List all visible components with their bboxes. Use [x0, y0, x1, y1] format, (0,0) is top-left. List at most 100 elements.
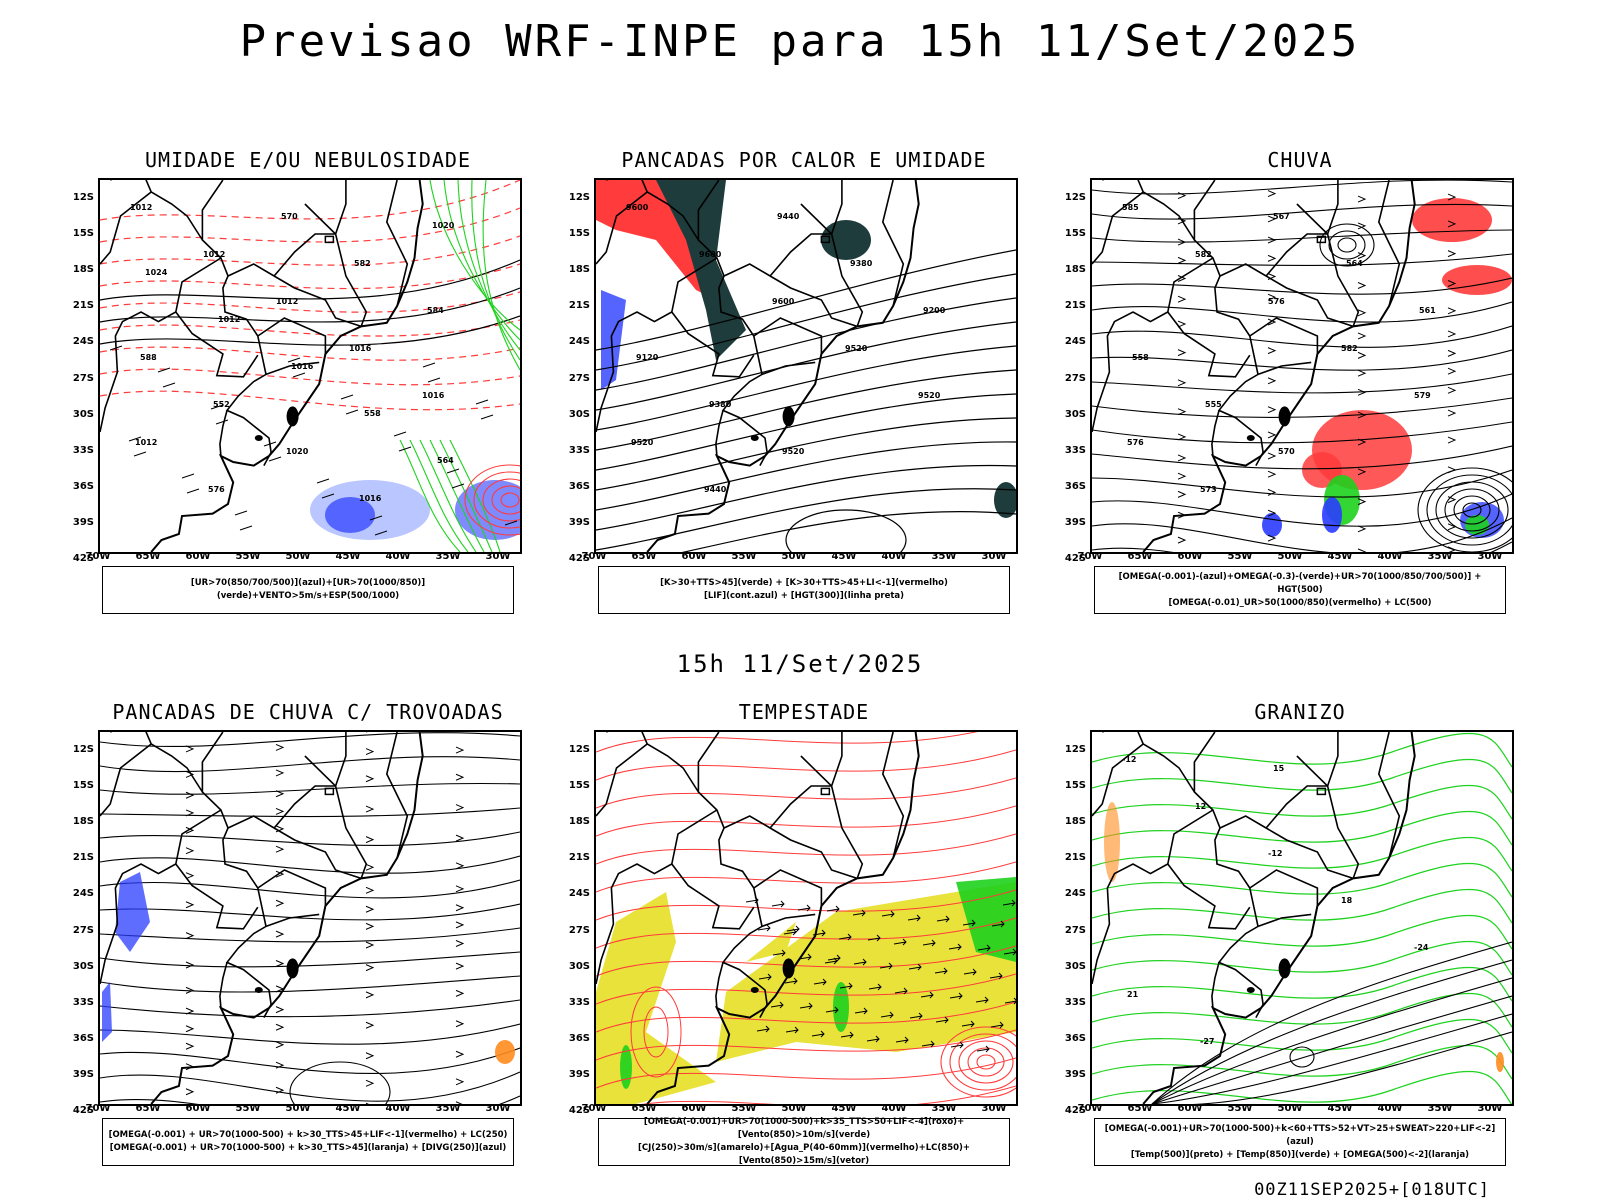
lat-tick-label: 42S [1064, 1105, 1086, 1117]
lon-tick-label: 55W [731, 1103, 757, 1114]
lat-tick-label: 18S [72, 264, 94, 276]
lat-tick-label: 30S [72, 408, 94, 420]
contour-label: 576 [1127, 438, 1144, 447]
lon-tick-label: 35W [1427, 551, 1453, 562]
lon-tick-label: 30W [485, 1103, 511, 1114]
legend-box: [OMEGA(-0.001)-(azul)+OMEGA(-0.3)-(verde… [1094, 566, 1506, 614]
lon-tick-label: 30W [1477, 1103, 1503, 1114]
lon-tick-label: 35W [435, 551, 461, 562]
legend-line: [OMEGA(-0.001) + UR>70(1000-500) + k>30_… [109, 1143, 507, 1153]
lat-tick-label: 39S [72, 517, 94, 529]
lat-tick-label: 36S [568, 1032, 590, 1044]
lat-tick-label: 42S [568, 553, 590, 565]
lat-tick-label: 24S [72, 336, 94, 348]
contour-label: 1016 [422, 391, 445, 400]
lat-tick-label: 30S [568, 960, 590, 972]
lat-tick-label: 24S [568, 336, 590, 348]
contour-label: -27 [1200, 1037, 1214, 1046]
contour-label: 564 [437, 456, 454, 465]
panel-title: PANCADAS DE CHUVA C/ TROVOADAS [112, 700, 504, 724]
panel-title: PANCADAS POR CALOR E UMIDADE [621, 148, 987, 172]
contour-label: 561 [1419, 306, 1436, 315]
lon-tick-label: 65W [1127, 551, 1153, 562]
lon-tick-label: 40W [1377, 551, 1403, 562]
lon-tick-label: 65W [631, 1103, 657, 1114]
lat-tick-label: 15S [72, 780, 94, 792]
mid-title: 15h 11/Set/2025 [676, 650, 924, 678]
contour-label: -24 [1414, 943, 1429, 952]
lat-tick-label: 30S [1064, 408, 1086, 420]
contour-label: 18 [1341, 896, 1353, 905]
contour-label: 9380 [850, 259, 873, 268]
lon-tick-label: 30W [485, 551, 511, 562]
contour-label: 21 [1127, 990, 1139, 999]
lon-tick-label: 30W [981, 1103, 1007, 1114]
contour-label: 576 [208, 485, 225, 494]
legend-line: [OMEGA(-0.001)+UR>70(1000-500)+k>35_TTS>… [643, 1117, 965, 1140]
lat-tick-label: 18S [568, 816, 590, 828]
lon-tick-label: 65W [135, 551, 161, 562]
lat-tick-label: 39S [568, 1069, 590, 1081]
lat-tick-label: 30S [568, 408, 590, 420]
lon-tick-label: 50W [1277, 551, 1303, 562]
map-canvas: 9600 9600 9600 9520 9520 9520 9440 9440 9380 9200… [596, 180, 1016, 552]
contour-label: 570 [1278, 447, 1295, 456]
lon-tick-label: 60W [185, 551, 211, 562]
lat-tick-label: 27S [72, 924, 94, 936]
contour-label: 1012 [135, 438, 157, 447]
contour-label: 558 [364, 409, 381, 418]
lat-tick-label: 42S [72, 553, 94, 565]
legend-box: [OMEGA(-0.001)+UR>70(1000-500)+k<60+TTS>… [1094, 1118, 1506, 1166]
contour-label: 9440 [704, 485, 727, 494]
lat-tick-label: 21S [72, 852, 94, 864]
lat-tick-label: 27S [568, 372, 590, 384]
lon-tick-label: 50W [1277, 1103, 1303, 1114]
lon-tick-label: 70W [581, 1103, 607, 1114]
map-panel: 585 582 576 582 579 576 573 567 564 561 558 555 570 [1090, 178, 1514, 554]
contour-label: 555 [1205, 400, 1222, 409]
lon-tick-label: 35W [1427, 1103, 1453, 1114]
lon-tick-label: 50W [781, 1103, 807, 1114]
map-panel [594, 730, 1018, 1106]
lon-tick-label: 60W [681, 1103, 707, 1114]
contour-label: 9520 [918, 391, 941, 400]
contour-label: 1012 [218, 315, 240, 324]
contour-label: 9520 [631, 438, 654, 447]
contour-label: 1016 [349, 344, 372, 353]
lat-tick-label: 36S [568, 480, 590, 492]
lon-tick-label: 60W [681, 551, 707, 562]
legend-line: [OMEGA(-0.01)_UR>50(1000/850)(vermelho) … [1168, 597, 1432, 608]
panel-title: CHUVA [1267, 148, 1333, 172]
legend-line: [CJ(250)>30m/s](amarelo)+[Agua_P(40-60mm… [637, 1143, 971, 1166]
contour-label: 9600 [699, 250, 722, 259]
lat-tick-label: 42S [1064, 553, 1086, 565]
lon-tick-label: 30W [1477, 551, 1503, 562]
lon-tick-label: 65W [135, 1103, 161, 1114]
lat-tick-label: 21S [1064, 852, 1086, 864]
lon-tick-label: 35W [931, 551, 957, 562]
legend-line: [LIF](cont.azul) + [HGT(300)](linha pret… [703, 591, 905, 601]
map-canvas [100, 732, 520, 1104]
lon-tick-label: 50W [781, 551, 807, 562]
map-canvas: 1012 1012 1012 1016 1016 1012 576 570 582 584 588 5… [100, 180, 520, 552]
lat-tick-label: 12S [72, 192, 94, 203]
contour-label: 1012 [130, 203, 152, 212]
lat-tick-label: 18S [1064, 264, 1086, 276]
lon-tick-label: 40W [385, 1103, 411, 1114]
lon-tick-label: 70W [1077, 1103, 1103, 1114]
contour-label: 1012 [203, 250, 225, 259]
lon-tick-label: 60W [1177, 1103, 1203, 1114]
contour-label: 585 [1122, 203, 1139, 212]
contour-label: 9380 [709, 400, 732, 409]
lat-tick-label: 21S [1064, 300, 1086, 312]
lat-tick-label: 12S [568, 744, 590, 755]
lon-tick-label: 55W [731, 551, 757, 562]
lat-tick-label: 33S [1064, 444, 1086, 456]
lon-tick-label: 65W [1127, 1103, 1153, 1114]
contour-label: 15 [1273, 764, 1285, 773]
lon-tick-label: 70W [85, 551, 111, 562]
legend-line: [UR>70(850/700/500)](azul)+[UR>70(1000/8… [190, 578, 426, 601]
contour-label: 552 [213, 400, 230, 409]
lon-tick-label: 70W [1077, 551, 1103, 562]
lat-tick-label: 27S [1064, 372, 1086, 384]
